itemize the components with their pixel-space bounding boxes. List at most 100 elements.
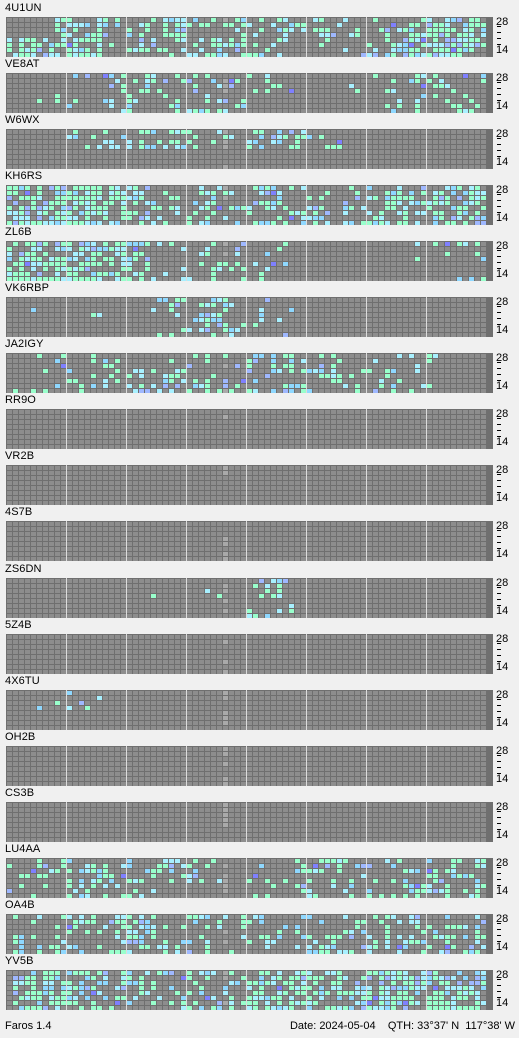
- activity-cell: [217, 160, 222, 164]
- activity-cell: [349, 160, 354, 164]
- activity-cell: [115, 28, 120, 32]
- activity-cell: [469, 145, 474, 149]
- activity-cell: [199, 74, 204, 78]
- activity-cell: [409, 155, 414, 159]
- activity-cell: [235, 186, 240, 190]
- activity-cell: [109, 74, 114, 78]
- activity-cell: [49, 196, 54, 200]
- activity-cell: [199, 150, 204, 154]
- activity-cell: [91, 130, 96, 134]
- activity-cell: [445, 28, 450, 32]
- activity-cell: [457, 191, 462, 195]
- activity-cell: [253, 196, 258, 200]
- activity-cell: [391, 28, 396, 32]
- activity-cell: [325, 79, 330, 83]
- activity-cell: [325, 109, 330, 113]
- activity-cell: [85, 23, 90, 27]
- activity-cell: [139, 89, 144, 93]
- activity-cell: [199, 160, 204, 164]
- activity-cell: [259, 130, 264, 134]
- activity-cell: [97, 99, 102, 103]
- activity-cell: [343, 145, 348, 149]
- activity-cell: [277, 186, 282, 190]
- activity-cell: [439, 135, 444, 139]
- activity-cell: [313, 155, 318, 159]
- activity-cell: [67, 140, 72, 144]
- activity-cell: [91, 155, 96, 159]
- activity-cell: [253, 89, 258, 93]
- activity-cell: [247, 18, 252, 22]
- activity-cell: [199, 135, 204, 139]
- activity-cell: [229, 160, 234, 164]
- activity-cell: [55, 94, 60, 98]
- activity-cell: [319, 150, 324, 154]
- activity-cell: [265, 104, 270, 108]
- activity-cell: [307, 150, 312, 154]
- activity-cell: [193, 94, 198, 98]
- activity-cell: [211, 165, 216, 169]
- activity-cell: [439, 191, 444, 195]
- activity-cell: [355, 28, 360, 32]
- activity-cell: [193, 23, 198, 27]
- activity-cell: [13, 165, 18, 169]
- activity-cell: [193, 160, 198, 164]
- activity-cell: [445, 130, 450, 134]
- activity-cell: [37, 191, 42, 195]
- band-tick: [497, 94, 501, 95]
- activity-cell: [187, 145, 192, 149]
- activity-cell: [19, 48, 24, 52]
- activity-cell: [31, 28, 36, 32]
- activity-cell: [205, 130, 210, 134]
- activity-cell: [313, 74, 318, 78]
- activity-cell: [463, 28, 468, 32]
- band-scale: 28 14: [496, 128, 519, 170]
- activity-cell: [85, 104, 90, 108]
- activity-cell: [85, 109, 90, 113]
- activity-cell: [151, 28, 156, 32]
- activity-cell: [217, 74, 222, 78]
- activity-cell: [163, 109, 168, 113]
- activity-cell: [157, 38, 162, 42]
- activity-cell: [151, 104, 156, 108]
- activity-cell: [313, 186, 318, 190]
- activity-cell: [433, 23, 438, 27]
- activity-cell: [79, 43, 84, 47]
- activity-cell: [397, 104, 402, 108]
- activity-cell: [193, 53, 198, 57]
- activity-cell: [259, 186, 264, 190]
- activity-cell: [193, 191, 198, 195]
- activity-cell: [415, 160, 420, 164]
- activity-cell: [397, 53, 402, 57]
- activity-cell: [319, 165, 324, 169]
- activity-cell: [199, 23, 204, 27]
- activity-cell: [193, 74, 198, 78]
- activity-cell: [295, 89, 300, 93]
- activity-cell: [187, 186, 192, 190]
- activity-cell: [259, 191, 264, 195]
- activity-cell: [223, 89, 228, 93]
- activity-cell: [13, 104, 18, 108]
- activity-cell: [397, 191, 402, 195]
- activity-cell: [283, 130, 288, 134]
- activity-cell: [157, 150, 162, 154]
- activity-cell: [409, 18, 414, 22]
- activity-cell: [367, 130, 372, 134]
- activity-cell: [115, 38, 120, 42]
- time-divider: [66, 129, 67, 169]
- activity-cell: [85, 74, 90, 78]
- activity-cell: [229, 104, 234, 108]
- activity-cell: [115, 89, 120, 93]
- activity-cell: [127, 196, 132, 200]
- activity-cell: [49, 130, 54, 134]
- activity-cell: [331, 84, 336, 88]
- activity-cell: [397, 43, 402, 47]
- activity-cell: [55, 191, 60, 195]
- activity-cell: [319, 89, 324, 93]
- activity-cell: [187, 94, 192, 98]
- activity-cell: [115, 135, 120, 139]
- activity-cell: [355, 165, 360, 169]
- activity-cell: [403, 84, 408, 88]
- activity-cell: [235, 33, 240, 37]
- activity-cell: [331, 74, 336, 78]
- activity-cell: [235, 74, 240, 78]
